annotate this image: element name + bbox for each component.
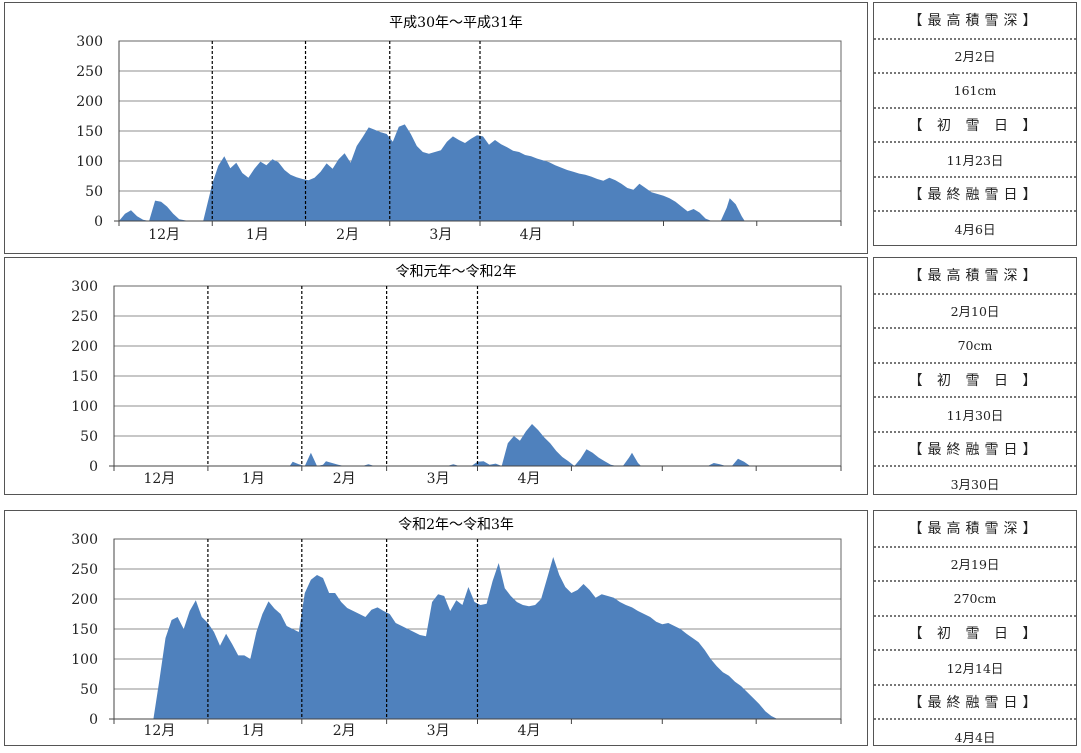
snow-depth-chart-2: 令和元年～令和2年 300 250 200 150 100 50 0 12月 1月 2月 3月 4月 bbox=[71, 264, 842, 487]
max-depth-date: 2月19日 bbox=[874, 545, 1076, 581]
snow-depth-area bbox=[114, 424, 751, 466]
y-tick-label: 50 bbox=[85, 184, 103, 200]
snow-depth-chart-1: 平成30年～平成31年 300 250 200 150 100 50 0 12月 1月 2月 3月 4… bbox=[76, 15, 842, 243]
chart-2-panel: 令和元年～令和2年 300 250 200 150 100 50 0 12月 1月 2月 3月 4月 bbox=[4, 257, 868, 495]
y-tick-label: 300 bbox=[71, 532, 98, 548]
chart-title: 令和2年～令和3年 bbox=[398, 517, 514, 533]
month-label: 3月 bbox=[427, 471, 450, 487]
last-melt-date: 3月30日 bbox=[874, 465, 1076, 500]
y-tick-label: 0 bbox=[94, 214, 103, 230]
y-tick-label: 100 bbox=[71, 652, 98, 668]
y-tick-label: 150 bbox=[71, 369, 98, 385]
first-snow-date: 11月30日 bbox=[874, 396, 1076, 431]
y-tick-label: 0 bbox=[89, 459, 98, 475]
y-tick-label: 200 bbox=[71, 592, 98, 608]
info-panel-3: 【最高積雪深】 2月19日 270cm 【 初 雪 日 】 12月14日 【最終… bbox=[873, 510, 1077, 746]
last-melt-heading: 【最終融雪日】 bbox=[874, 175, 1076, 211]
y-tick-label: 0 bbox=[89, 712, 98, 728]
first-snow-date: 11月23日 bbox=[874, 141, 1076, 176]
first-snow-heading: 【 初 雪 日 】 bbox=[874, 614, 1076, 650]
snow-depth-area bbox=[119, 124, 745, 221]
month-label: 12月 bbox=[144, 471, 176, 487]
month-label: 3月 bbox=[429, 227, 452, 243]
y-tick-label: 200 bbox=[71, 339, 98, 355]
snow-depth-area bbox=[114, 557, 778, 719]
y-tick-label: 100 bbox=[71, 399, 98, 415]
month-label: 1月 bbox=[242, 723, 265, 739]
month-label: 1月 bbox=[242, 471, 265, 487]
max-depth-value: 270cm bbox=[874, 580, 1076, 615]
y-tick-label: 300 bbox=[71, 279, 98, 295]
last-melt-date: 4月6日 bbox=[874, 210, 1076, 245]
max-depth-value: 70cm bbox=[874, 327, 1076, 362]
month-label: 1月 bbox=[246, 227, 269, 243]
month-label: 12月 bbox=[148, 227, 180, 243]
y-tick-label: 50 bbox=[80, 429, 98, 445]
month-label: 12月 bbox=[144, 723, 176, 739]
first-snow-heading: 【 初 雪 日 】 bbox=[874, 106, 1076, 142]
max-depth-heading: 【最高積雪深】 bbox=[908, 521, 1042, 538]
last-melt-heading: 【最終融雪日】 bbox=[874, 683, 1076, 719]
info-panel-1: 【最高積雪深】 2月2日 161cm 【 初 雪 日 】 11月23日 【最終融… bbox=[873, 2, 1077, 246]
max-depth-heading: 【最高積雪深】 bbox=[908, 13, 1042, 30]
y-tick-label: 250 bbox=[71, 309, 98, 325]
y-tick-label: 150 bbox=[76, 124, 103, 140]
y-tick-label: 300 bbox=[76, 34, 103, 50]
last-melt-heading: 【最終融雪日】 bbox=[874, 430, 1076, 466]
y-tick-label: 50 bbox=[80, 682, 98, 698]
month-label: 2月 bbox=[336, 227, 359, 243]
first-snow-date: 12月14日 bbox=[874, 649, 1076, 684]
y-tick-label: 250 bbox=[71, 562, 98, 578]
y-tick-label: 200 bbox=[76, 94, 103, 110]
chart-1-panel: 平成30年～平成31年 300 250 200 150 100 50 0 12月 1月 2月 3月 4… bbox=[4, 2, 868, 254]
month-label: 3月 bbox=[427, 723, 450, 739]
snow-depth-chart-3: 令和2年～令和3年 300 250 200 150 100 50 0 12月 1月 2月 3月 4月 bbox=[71, 517, 842, 739]
max-depth-date: 2月10日 bbox=[874, 292, 1076, 328]
y-tick-label: 150 bbox=[71, 622, 98, 638]
info-panel-2: 【最高積雪深】 2月10日 70cm 【 初 雪 日 】 11月30日 【最終融… bbox=[873, 257, 1077, 495]
month-label: 2月 bbox=[333, 471, 356, 487]
chart-title: 平成30年～平成31年 bbox=[389, 15, 523, 31]
month-label: 4月 bbox=[520, 227, 543, 243]
y-tick-label: 250 bbox=[76, 64, 103, 80]
max-depth-date: 2月2日 bbox=[874, 37, 1076, 73]
chart-3-panel: 令和2年～令和3年 300 250 200 150 100 50 0 12月 1月 2月 3月 4月 bbox=[4, 510, 868, 746]
chart-title: 令和元年～令和2年 bbox=[396, 264, 517, 280]
month-label: 4月 bbox=[518, 723, 541, 739]
last-melt-date: 4月4日 bbox=[874, 718, 1076, 753]
month-label: 2月 bbox=[333, 723, 356, 739]
first-snow-heading: 【 初 雪 日 】 bbox=[874, 361, 1076, 397]
y-tick-label: 100 bbox=[76, 154, 103, 170]
max-depth-heading: 【最高積雪深】 bbox=[908, 268, 1042, 285]
max-depth-value: 161cm bbox=[874, 72, 1076, 107]
month-label: 4月 bbox=[518, 471, 541, 487]
